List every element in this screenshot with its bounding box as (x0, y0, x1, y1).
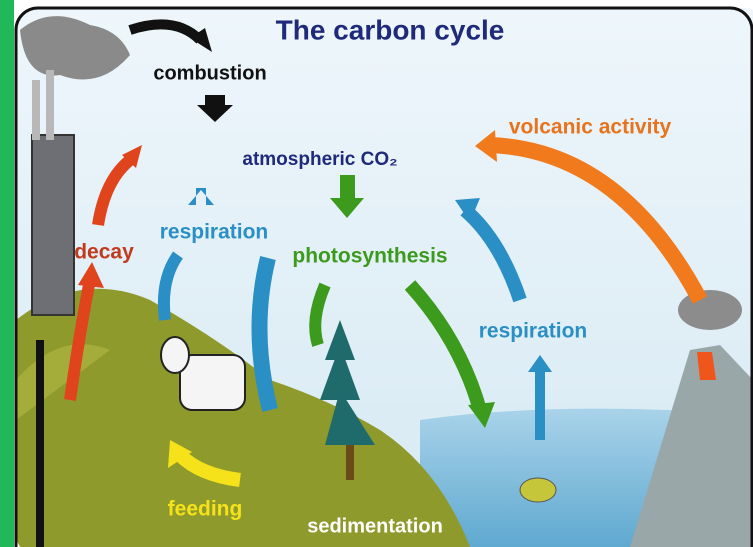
ash-cloud (678, 290, 742, 330)
label-decay: decay (74, 241, 134, 264)
scene (16, 8, 753, 547)
label-photosynthesis: photosynthesis (292, 245, 447, 268)
cow (180, 355, 245, 410)
label-combustion: combustion (153, 62, 266, 84)
side-strip (0, 0, 14, 547)
label-feeding: feeding (168, 498, 243, 521)
tree-trunk (346, 445, 354, 480)
factory (32, 135, 74, 315)
chimney (46, 70, 54, 140)
label-volcanic: volcanic activity (509, 116, 672, 139)
label-sedimentation: sedimentation (307, 515, 443, 537)
label-respiration: respiration (479, 320, 588, 343)
chimney (32, 80, 40, 140)
title: The carbon cycle (276, 14, 505, 45)
carbon-cycle-diagram: The carbon cycle combustion atmospheric … (0, 0, 753, 547)
cow-head (161, 337, 189, 373)
fish (520, 478, 556, 502)
label-atmospheric: atmospheric CO₂ (242, 149, 397, 170)
label-respiration: respiration (160, 221, 269, 244)
